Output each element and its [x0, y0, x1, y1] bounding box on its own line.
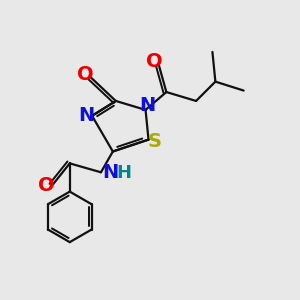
Text: O: O [146, 52, 163, 71]
Text: H: H [116, 164, 131, 182]
Text: N: N [79, 106, 95, 125]
Text: O: O [38, 176, 55, 195]
Text: N: N [102, 164, 119, 182]
Text: S: S [148, 132, 162, 151]
Text: O: O [77, 65, 94, 84]
Text: N: N [139, 96, 155, 115]
